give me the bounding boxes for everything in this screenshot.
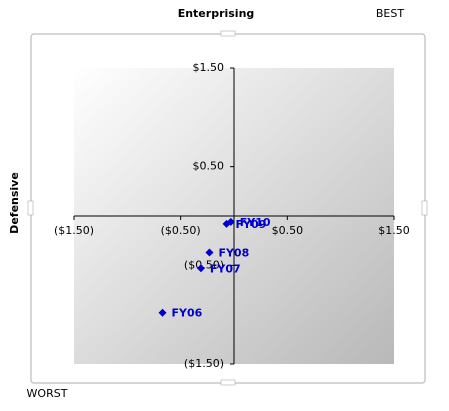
point: [196, 264, 205, 273]
y-tick-label: $1.50: [193, 61, 225, 74]
point-label: FY08: [218, 247, 249, 260]
annotation: WORST: [27, 387, 68, 400]
handle: [220, 30, 236, 37]
x-tick-label: ($0.50): [161, 224, 201, 237]
point-label: FY09: [236, 218, 267, 231]
y-tick-label: ($0.50): [184, 258, 224, 271]
point: [158, 308, 167, 317]
point-label: FY10: [240, 216, 271, 229]
annotation: BEST: [376, 7, 404, 20]
x-tick-label: $1.50: [378, 224, 410, 237]
y-axis-label: Defensive: [8, 172, 21, 234]
x-axis-label: Enterprising: [178, 7, 255, 20]
point: [222, 219, 231, 228]
x-tick-label: $0.50: [272, 224, 304, 237]
point: [205, 248, 214, 257]
point-label: FY06: [172, 307, 203, 320]
handle: [421, 200, 428, 216]
point-label: FY07: [210, 262, 241, 275]
handle: [27, 200, 34, 216]
handle: [220, 379, 236, 386]
y-tick-label: ($1.50): [184, 357, 224, 370]
y-tick-label: $0.50: [193, 160, 225, 173]
x-tick-label: ($1.50): [54, 224, 94, 237]
